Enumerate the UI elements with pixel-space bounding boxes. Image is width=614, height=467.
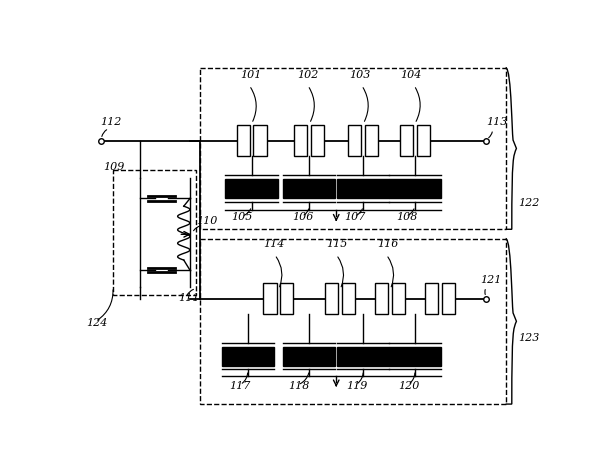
Text: 104: 104 [400,70,422,79]
Bar [392,283,405,314]
Bar [200,68,506,229]
Bar [400,125,413,156]
Bar [348,125,361,156]
Bar [281,283,293,314]
Text: 113: 113 [486,117,508,127]
Text: 121: 121 [480,275,502,285]
Bar [425,283,438,314]
Text: 115: 115 [326,239,348,249]
Bar [294,125,308,156]
Bar [337,179,389,198]
Text: 105: 105 [231,212,252,222]
Bar [342,283,355,314]
Bar [442,283,455,314]
Bar [263,283,276,314]
Bar [417,125,430,156]
Text: 109: 109 [103,162,124,172]
Text: 124: 124 [86,318,107,327]
Text: 119: 119 [346,381,368,391]
Bar [389,347,441,366]
Bar [283,347,335,366]
Text: 112: 112 [100,117,121,127]
Text: 103: 103 [349,70,371,79]
Bar [337,347,389,366]
Text: 120: 120 [398,381,419,391]
Bar [222,347,274,366]
Text: 107: 107 [344,212,366,222]
Text: 118: 118 [288,381,309,391]
Text: 122: 122 [518,198,539,208]
Bar [254,125,266,156]
Text: 101: 101 [240,70,262,79]
Text: 116: 116 [377,239,398,249]
Bar [389,179,441,198]
Bar [365,125,378,156]
Text: 123: 123 [518,333,539,343]
Text: 110: 110 [196,216,217,226]
Text: 114: 114 [263,239,284,249]
Text: 102: 102 [297,70,318,79]
Bar [325,283,338,314]
Bar [225,179,278,198]
Bar [113,170,196,295]
Text: 106: 106 [292,212,314,222]
Bar [236,125,250,156]
Text: 111: 111 [179,293,200,303]
Bar [375,283,388,314]
Text: 117: 117 [229,381,251,391]
Bar [200,239,506,404]
Text: 108: 108 [396,212,418,222]
Bar [283,179,335,198]
Bar [311,125,324,156]
